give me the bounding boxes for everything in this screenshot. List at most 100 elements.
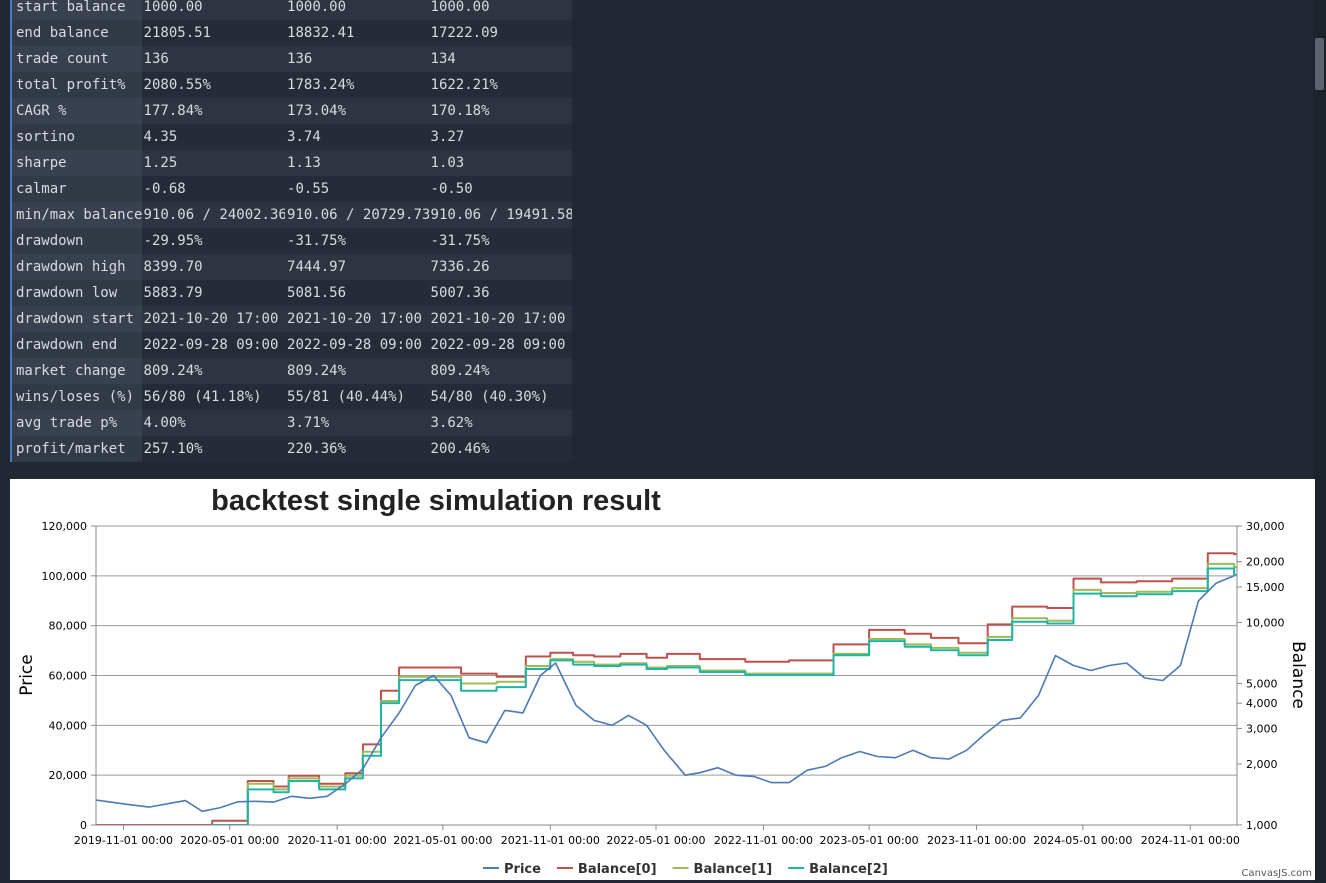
stats-row-label: sharpe bbox=[12, 150, 142, 176]
y2-tick-label: 3,000 bbox=[1246, 722, 1278, 735]
stats-value-3: 809.24% bbox=[430, 363, 490, 379]
stats-row: total profit% 2080.55% 1783.24% 1622.21% bbox=[12, 72, 572, 98]
stats-value-3: 1000.00 bbox=[430, 0, 490, 15]
stats-row-label: sortino bbox=[12, 124, 142, 150]
y-tick-label: 20,000 bbox=[49, 769, 88, 782]
stats-row: market change 809.24% 809.24% 809.24% bbox=[12, 358, 572, 384]
stats-value-3: 134 bbox=[430, 51, 456, 67]
stats-value-1: 1.25 bbox=[143, 155, 178, 171]
vertical-scrollbar[interactable] bbox=[1313, 0, 1326, 883]
stats-value-1: 4.00% bbox=[143, 415, 186, 431]
x-tick-label: 2023-05-01 00:00 bbox=[820, 834, 919, 847]
stats-row: start balance 1000.00 1000.00 1000.00 bbox=[12, 0, 572, 20]
stats-value-3: 17222.09 bbox=[430, 25, 498, 41]
stats-row: wins/loses (%) 56/80 (41.18%) 55/81 (40.44… bbox=[12, 384, 572, 410]
stats-row-label: CAGR % bbox=[12, 98, 142, 124]
stats-row: drawdown -29.95% -31.75% -31.75% bbox=[12, 228, 572, 254]
stats-row: sortino 4.35 3.74 3.27 bbox=[12, 124, 572, 150]
stats-value-2: 1.13 bbox=[287, 155, 321, 171]
stats-value-2: 18832.41 bbox=[287, 25, 355, 41]
stats-value-3: 2022-09-28 09:00 bbox=[430, 337, 566, 353]
stats-value-3: 3.62% bbox=[430, 415, 473, 431]
stats-value-2: 7444.97 bbox=[287, 259, 347, 275]
stats-value-2: 809.24% bbox=[287, 363, 347, 379]
x-tick-label: 2022-11-01 00:00 bbox=[714, 834, 813, 847]
stats-value-2: 1000.00 bbox=[287, 0, 347, 15]
stats-row-label: wins/loses (%) bbox=[12, 384, 142, 410]
stats-value-2: 173.04% bbox=[287, 103, 347, 119]
stats-value-1: 5883.79 bbox=[143, 285, 203, 301]
stats-value-2: 1783.24% bbox=[287, 77, 355, 93]
stats-row-label: profit/market bbox=[12, 436, 142, 462]
x-tick-label: 2024-11-01 00:00 bbox=[1141, 834, 1240, 847]
y2-tick-label: 1,000 bbox=[1246, 819, 1278, 832]
stats-value-1: 8399.70 bbox=[143, 259, 203, 275]
stats-row: drawdown start 2021-10-20 17:00 2021-10-20… bbox=[12, 306, 572, 332]
stats-row: profit/market 257.10% 220.36% 200.46% bbox=[12, 436, 572, 462]
legend-label: Balance[2] bbox=[809, 862, 888, 877]
x-tick-label: 2022-05-01 00:00 bbox=[606, 834, 705, 847]
legend-label: Balance[1] bbox=[694, 862, 773, 877]
y-tick-label: 60,000 bbox=[49, 670, 88, 683]
scrollbar-thumb[interactable] bbox=[1315, 38, 1324, 90]
stats-value-1: 56/80 (41.18%) bbox=[143, 389, 262, 405]
stats-value-2: 3.71% bbox=[287, 415, 330, 431]
x-tick-label: 2020-11-01 00:00 bbox=[288, 834, 387, 847]
stats-value-3: 1622.21% bbox=[430, 77, 498, 93]
stats-row-label: drawdown low bbox=[12, 280, 142, 306]
series-line-price bbox=[96, 575, 1235, 813]
stats-value-3: 1.03 bbox=[430, 155, 465, 171]
stats-value-1: 1000.00 bbox=[143, 0, 203, 15]
stats-row-label: drawdown bbox=[12, 228, 142, 254]
stats-value-3: 910.06 / 19491.58 bbox=[430, 207, 572, 223]
stats-row-label: min/max balance bbox=[12, 202, 142, 228]
stats-value-3: 54/80 (40.30%) bbox=[430, 389, 549, 405]
stats-row: drawdown high 8399.70 7444.97 7336.26 bbox=[12, 254, 572, 280]
stats-row-label: drawdown high bbox=[12, 254, 142, 280]
stats-value-1: -0.68 bbox=[143, 181, 186, 197]
x-tick-label: 2021-05-01 00:00 bbox=[393, 834, 492, 847]
stats-value-1: 809.24% bbox=[143, 363, 203, 379]
stats-value-2: 2022-09-28 09:00 bbox=[287, 337, 422, 353]
stats-value-3: 5007.36 bbox=[430, 285, 490, 301]
stats-value-2: 5081.56 bbox=[287, 285, 347, 301]
stats-value-2: 220.36% bbox=[287, 441, 347, 457]
stats-value-1: 21805.51 bbox=[143, 25, 211, 41]
y2-tick-label: 2,000 bbox=[1246, 758, 1278, 771]
stats-row-label: avg trade p% bbox=[12, 410, 142, 436]
stats-row: trade count 136 136 134 bbox=[12, 46, 572, 72]
stats-row: CAGR % 177.84% 173.04% 170.18% bbox=[12, 98, 572, 124]
stats-value-3: 2021-10-20 17:00 bbox=[430, 311, 566, 327]
y2-tick-label: 20,000 bbox=[1246, 556, 1285, 569]
stats-row-label: drawdown start bbox=[12, 306, 142, 332]
series-line-balance-2 bbox=[211, 567, 1237, 825]
stats-value-1: 4.35 bbox=[143, 129, 178, 145]
x-tick-label: 2020-05-01 00:00 bbox=[180, 834, 279, 847]
stats-value-3: -31.75% bbox=[430, 233, 490, 249]
chart-title: backtest single simulation result bbox=[211, 485, 661, 517]
stats-table: start balance 1000.00 1000.00 1000.00 end ba… bbox=[10, 0, 572, 462]
stats-row: drawdown low 5883.79 5081.56 5007.36 bbox=[12, 280, 572, 306]
stats-row-label: total profit% bbox=[12, 72, 142, 98]
stats-value-2: 3.74 bbox=[287, 129, 321, 145]
stats-row: min/max balance 910.06 / 24002.36 910.06 /… bbox=[12, 202, 572, 228]
stats-row: drawdown end 2022-09-28 09:00 2022-09-28 0… bbox=[12, 332, 572, 358]
chart-credit: CanvasJS.com bbox=[1241, 868, 1312, 879]
stats-value-2: 136 bbox=[287, 51, 313, 67]
chart-svg: backtest single simulation result Price … bbox=[17, 485, 1312, 879]
stats-value-2: -31.75% bbox=[287, 233, 347, 249]
legend-label: Balance[0] bbox=[578, 862, 657, 877]
y-tick-label: 40,000 bbox=[49, 719, 88, 732]
stats-value-1: 257.10% bbox=[143, 441, 203, 457]
stats-row: avg trade p% 4.00% 3.71% 3.62% bbox=[12, 410, 572, 436]
stats-value-1: 177.84% bbox=[143, 103, 203, 119]
stats-row: end balance 21805.51 18832.41 17222.09 bbox=[12, 20, 572, 46]
y2-tick-label: 30,000 bbox=[1246, 520, 1285, 533]
y2-axis-title: Balance bbox=[1288, 641, 1308, 709]
x-tick-label: 2024-05-01 00:00 bbox=[1033, 834, 1132, 847]
y2-tick-label: 10,000 bbox=[1246, 617, 1285, 630]
stats-value-3: -0.50 bbox=[430, 181, 473, 197]
y-axis-title: Price bbox=[17, 654, 37, 695]
stats-value-1: 2080.55% bbox=[143, 77, 211, 93]
stats-value-2: 2021-10-20 17:00 bbox=[287, 311, 422, 327]
